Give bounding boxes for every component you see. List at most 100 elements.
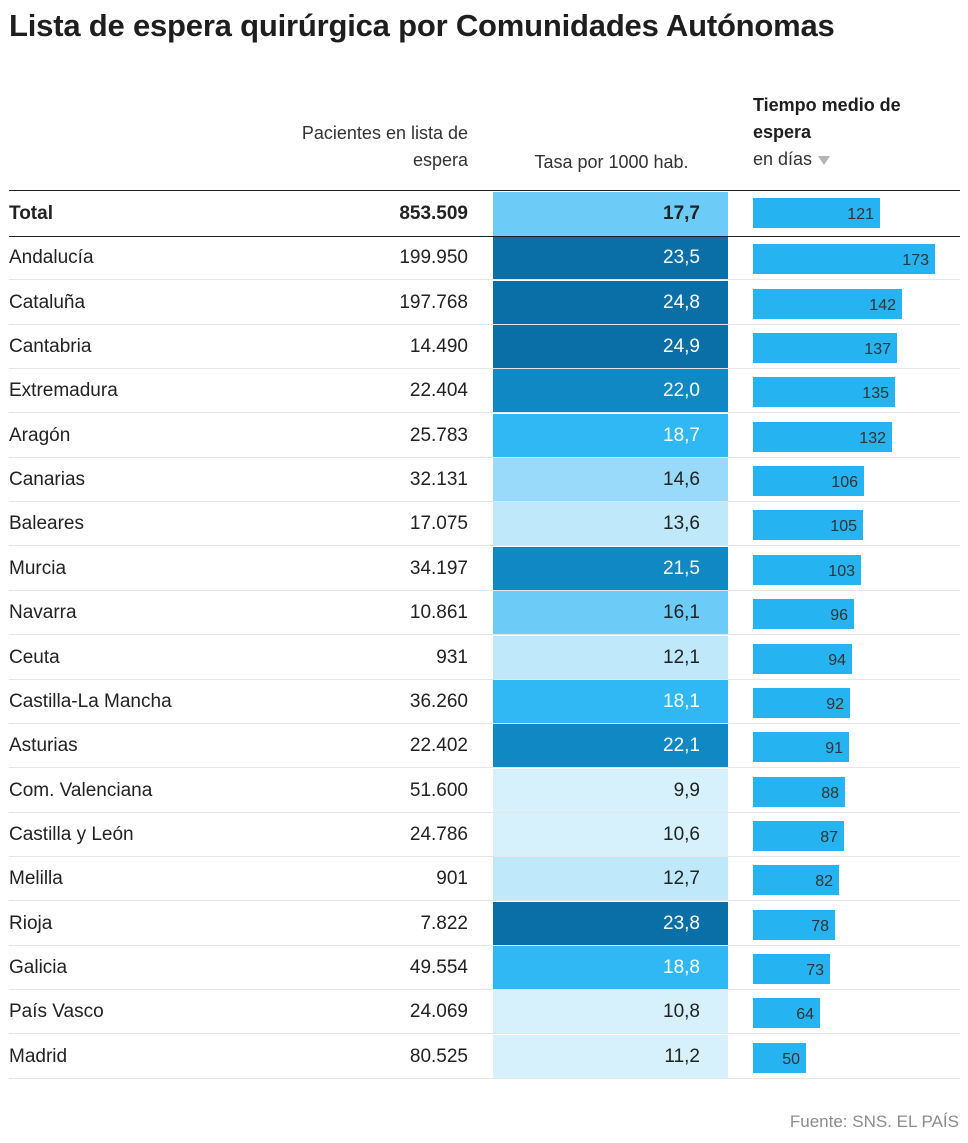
row-divider	[9, 279, 960, 281]
tasa-value: 22,1	[663, 735, 700, 757]
tasa-value: 24,8	[663, 291, 700, 313]
tiempo-value: 88	[821, 784, 839, 802]
row-divider	[9, 634, 960, 636]
table-row: Murcia 34.197 21,5 103	[0, 546, 968, 591]
header-rule	[9, 190, 960, 191]
pacientes-value: 36.260	[409, 690, 468, 712]
region-name: Aragón	[9, 424, 71, 446]
table-row: Galicia 49.554 18,8 73	[0, 945, 968, 990]
tiempo-bar: 173	[753, 244, 935, 275]
tiempo-bar: 135	[753, 377, 895, 408]
tiempo-value: 50	[782, 1050, 800, 1068]
pacientes-value: 10.861	[409, 602, 468, 624]
tasa-cell: 24,8	[493, 280, 728, 325]
tiempo-value: 91	[825, 740, 843, 758]
header-tiempo[interactable]: Tiempo medio de espera en días	[753, 92, 963, 173]
tiempo-value: 173	[902, 252, 929, 270]
table-row: Com. Valenciana 51.600 9,9 88	[0, 768, 968, 813]
table-row: Cataluña 197.768 24,8 142	[0, 280, 968, 325]
tasa-value: 23,5	[663, 247, 700, 269]
tasa-cell: 22,0	[493, 369, 728, 414]
table-row: Cantabria 14.490 24,9 137	[0, 325, 968, 370]
tasa-value: 10,8	[663, 1001, 700, 1023]
table-row: País Vasco 24.069 10,8 64	[0, 990, 968, 1035]
tasa-cell: 18,7	[493, 413, 728, 458]
region-name: País Vasco	[9, 1001, 104, 1023]
region-name: Total	[9, 203, 53, 224]
tiempo-bar: 142	[753, 288, 902, 319]
tasa-cell: 13,6	[493, 502, 728, 547]
row-divider	[9, 589, 960, 591]
tiempo-value: 82	[815, 873, 833, 891]
tasa-value: 13,6	[663, 513, 700, 535]
region-name: Extremadura	[9, 380, 118, 402]
tasa-value: 14,6	[663, 469, 700, 491]
pacientes-value: 80.525	[409, 1045, 468, 1067]
row-divider	[9, 323, 960, 325]
region-name: Cantabria	[9, 336, 92, 358]
tiempo-bar: 73	[753, 953, 830, 984]
row-divider	[9, 767, 960, 769]
region-name: Castilla-La Mancha	[9, 690, 172, 712]
region-name: Galicia	[9, 956, 68, 978]
tasa-value: 18,7	[663, 424, 700, 446]
table-row: Rioja 7.822 23,8 78	[0, 901, 968, 946]
region-name: Andalucía	[9, 247, 94, 269]
header-tiempo-unit: en días	[753, 149, 813, 169]
tasa-cell: 18,8	[493, 945, 728, 990]
tiempo-value: 96	[830, 607, 848, 625]
pacientes-value: 49.554	[409, 956, 468, 978]
tiempo-bar: 78	[753, 909, 835, 940]
tiempo-value: 78	[811, 917, 829, 935]
tiempo-value: 132	[859, 429, 886, 447]
tiempo-bar: 88	[753, 776, 845, 807]
total-row: Total 853.509 17,7 121	[0, 192, 968, 236]
tiempo-value: 135	[862, 385, 889, 403]
tiempo-bar: 64	[753, 998, 820, 1029]
tiempo-value: 103	[828, 562, 855, 580]
tasa-cell: 10,8	[493, 990, 728, 1035]
tiempo-bar: 137	[753, 333, 897, 364]
row-divider	[9, 988, 960, 990]
pacientes-value: 853.509	[399, 203, 468, 224]
pacientes-value: 24.786	[409, 823, 468, 845]
table-row: Extremadura 22.404 22,0 135	[0, 369, 968, 414]
total-rule	[9, 236, 960, 237]
row-divider	[9, 501, 960, 503]
source-note: Fuente: SNS. EL PAÍS	[789, 1112, 959, 1131]
region-name: Madrid	[9, 1045, 68, 1067]
row-divider	[9, 456, 960, 458]
tiempo-bar: 105	[753, 510, 863, 541]
region-name: Melilla	[9, 868, 63, 890]
region-name: Cataluña	[9, 291, 86, 313]
pacientes-value: 17.075	[409, 513, 468, 535]
tasa-cell: 17,7	[493, 192, 728, 236]
tasa-value: 23,8	[663, 912, 700, 934]
tiempo-value: 105	[830, 518, 857, 536]
tiempo-value: 92	[826, 695, 844, 713]
pacientes-value: 931	[436, 646, 468, 668]
table-row: Andalucía 199.950 23,5 173	[0, 236, 968, 281]
table-row: Navarra 10.861 16,1 96	[0, 591, 968, 636]
row-divider	[9, 811, 960, 813]
row-divider	[9, 944, 960, 946]
tasa-cell: 9,9	[493, 768, 728, 813]
pacientes-value: 199.950	[399, 247, 468, 269]
table-row: Aragón 25.783 18,7 132	[0, 413, 968, 458]
table-row: Baleares 17.075 13,6 105	[0, 502, 968, 547]
pacientes-value: 197.768	[399, 291, 468, 313]
tasa-value: 12,7	[663, 868, 700, 890]
pacientes-value: 901	[436, 868, 468, 890]
tiempo-value: 94	[828, 651, 846, 669]
header-pacientes: Pacientes en lista de espera	[301, 123, 468, 170]
row-divider	[9, 1077, 960, 1079]
tasa-cell: 23,5	[493, 236, 728, 281]
sort-descending-icon[interactable]	[818, 155, 831, 165]
tasa-cell: 12,1	[493, 635, 728, 680]
tasa-cell: 18,1	[493, 679, 728, 724]
pacientes-value: 32.131	[409, 469, 468, 491]
tasa-value: 18,8	[663, 956, 700, 978]
tiempo-bar: 92	[753, 687, 850, 718]
tasa-cell: 24,9	[493, 325, 728, 370]
tasa-cell: 10,6	[493, 812, 728, 857]
